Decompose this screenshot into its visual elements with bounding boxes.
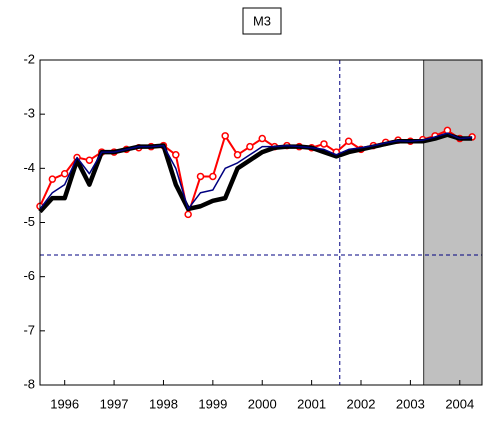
shaded-region (423, 59, 483, 386)
x-tick-label: 1997 (100, 396, 129, 411)
series-marker (344, 137, 353, 145)
x-tick-label: 1998 (149, 396, 178, 411)
series-marker (221, 132, 229, 140)
x-tick-label: 2000 (248, 396, 277, 411)
x-tick-label: 1999 (198, 396, 227, 411)
y-tick-label: -8 (23, 376, 35, 391)
y-tick-label: -7 (23, 322, 35, 337)
series-marker (209, 172, 217, 181)
series-marker (85, 156, 94, 164)
series-marker (320, 140, 328, 148)
series-marker (60, 170, 69, 178)
y-tick-label: -3 (23, 106, 35, 121)
series-marker (172, 151, 180, 159)
series-marker (246, 142, 254, 151)
chart-title: M3 (253, 13, 271, 28)
series-marker (48, 175, 57, 183)
x-tick-label: 1996 (50, 396, 79, 411)
series-marker (258, 134, 266, 143)
series-marker (233, 151, 242, 159)
x-tick-label: 2004 (445, 396, 474, 411)
series-line (39, 132, 473, 210)
x-tick-label: 2002 (347, 396, 376, 411)
plot-frame (39, 59, 483, 386)
title-box (242, 7, 282, 35)
series-marker (184, 210, 192, 219)
y-tick-label: -2 (23, 51, 35, 66)
y-tick-label: -5 (23, 214, 35, 229)
series-marker (196, 172, 205, 181)
series-line (38, 132, 473, 214)
x-tick-label: 2003 (396, 396, 425, 411)
x-tick-label: 2001 (297, 396, 326, 411)
y-tick-label: -6 (23, 268, 35, 283)
y-tick-label: -4 (23, 160, 35, 175)
